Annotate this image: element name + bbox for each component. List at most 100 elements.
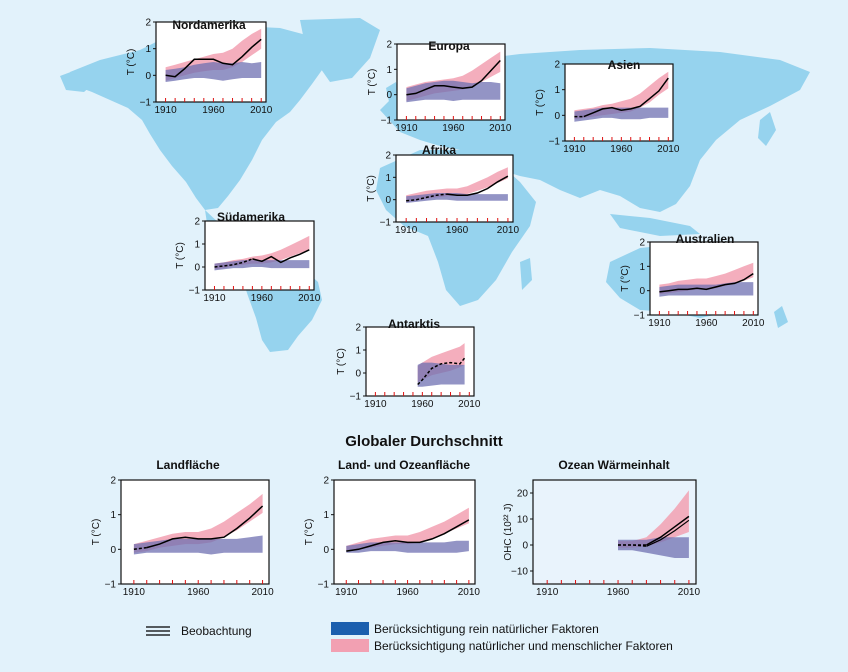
legend-combined-label: Berücksichtigung natürlicher und menschl… — [374, 639, 673, 653]
map-alaska — [60, 64, 100, 92]
chart-title: Asien — [608, 58, 641, 72]
y-tick-label: 0 — [554, 111, 560, 122]
observation-line — [646, 515, 690, 546]
x-tick-label: 1960 — [251, 293, 274, 304]
y-tick-label: 1 — [554, 85, 560, 96]
plot-frame — [564, 63, 674, 142]
chart-land_ozean: 1910 1960 2010 −1 0 1 2 T (°C) Land- und Ozeanfl… — [304, 458, 480, 598]
y-axis-label: T (°C) — [535, 89, 546, 116]
y-tick-label: −1 — [318, 580, 330, 591]
map-greenland — [300, 18, 380, 82]
chart-title: Antarktis — [388, 317, 440, 331]
chart-suedamerika: 1910 1960 2010 −1 0 1 2 T (°C) Südamerika — [175, 210, 321, 304]
y-tick-label: 1 — [323, 510, 329, 521]
y-axis-label: T (°C) — [336, 348, 347, 375]
combined-band — [574, 71, 669, 120]
x-tick-label: 2010 — [657, 144, 680, 155]
plot-frame — [395, 154, 514, 223]
y-tick-label: −1 — [105, 580, 117, 591]
y-tick-label: 2 — [194, 217, 200, 228]
x-tick-label: 1910 — [123, 587, 146, 598]
observation-line — [446, 175, 509, 196]
chart-asien: 1910 1960 2010 −1 0 1 2 T (°C) Asien — [535, 58, 680, 155]
x-tick-label: 1960 — [607, 587, 630, 598]
x-tick-label: 1910 — [648, 318, 671, 329]
plot-frame — [649, 241, 759, 316]
plot-frame — [155, 21, 267, 103]
y-tick-label: 1 — [385, 173, 391, 184]
x-tick-label: 1910 — [364, 399, 387, 410]
y-tick-label: −1 — [549, 137, 561, 148]
y-axis-label: T (°C) — [126, 49, 137, 76]
chart-title: Landfläche — [156, 458, 220, 472]
y-tick-label: 1 — [355, 346, 361, 357]
map-indonesia — [610, 214, 700, 236]
y-tick-label: 1 — [386, 65, 392, 76]
map-north-america — [70, 26, 340, 210]
x-tick-label: 1910 — [536, 587, 559, 598]
x-tick-label: 1960 — [446, 225, 469, 236]
map-japan — [758, 112, 776, 146]
x-tick-label: 2010 — [250, 105, 273, 116]
x-tick-label: 1910 — [154, 105, 177, 116]
observation-line — [146, 505, 264, 549]
x-tick-label: 2010 — [489, 123, 512, 134]
y-tick-label: 2 — [110, 476, 116, 487]
y-tick-label: 0 — [522, 541, 528, 552]
observation-line — [252, 249, 310, 264]
observation-line — [659, 272, 754, 293]
x-tick-label: 2010 — [298, 293, 321, 304]
legend-observation-swatch — [146, 626, 170, 636]
combined-band — [406, 167, 508, 202]
y-tick-label: −1 — [380, 218, 392, 229]
x-tick-label: 1910 — [203, 293, 226, 304]
y-tick-label: 10 — [517, 515, 529, 526]
plot-frame — [333, 479, 476, 585]
y-tick-label: 1 — [110, 510, 116, 521]
y-axis-label: T (°C) — [366, 175, 377, 202]
natural-band — [406, 193, 508, 203]
observation-line — [583, 77, 669, 118]
natural-band — [133, 535, 263, 555]
y-tick-label: 2 — [145, 18, 151, 29]
y-tick-label: 0 — [110, 545, 116, 556]
legend: Beobachtung Berücksichtigung rein natürl… — [146, 622, 673, 653]
natural-band — [406, 80, 501, 103]
y-axis-label: OHC (10²² J) — [503, 503, 514, 560]
chart-title: Südamerika — [217, 210, 285, 224]
y-tick-label: 2 — [386, 40, 392, 51]
x-tick-label: 1960 — [610, 144, 633, 155]
chart-title: Land- und Ozeanfläche — [338, 458, 470, 472]
observation-line — [406, 59, 501, 96]
x-tick-label: 1910 — [563, 144, 586, 155]
plot-frame — [532, 479, 697, 585]
y-tick-label: 0 — [639, 286, 645, 297]
y-tick-label: 2 — [554, 60, 560, 71]
y-tick-label: −1 — [381, 116, 393, 127]
plot-frame — [120, 479, 270, 585]
natural-band — [214, 260, 310, 271]
x-tick-label: 1910 — [395, 123, 418, 134]
y-axis-label: T (°C) — [304, 519, 315, 546]
x-tick-label: 2010 — [742, 318, 765, 329]
y-axis-label: T (°C) — [91, 519, 102, 546]
map-new-zealand — [774, 306, 788, 328]
y-tick-label: 0 — [194, 263, 200, 274]
x-tick-label: 1960 — [396, 587, 419, 598]
y-tick-label: 2 — [639, 238, 645, 249]
x-tick-label: 2010 — [678, 587, 701, 598]
y-tick-label: 1 — [639, 262, 645, 273]
chart-landflaeche: 1910 1960 2010 −1 0 1 2 T (°C) Landfläche — [91, 458, 274, 598]
y-tick-label: 0 — [145, 71, 151, 82]
x-tick-label: 1960 — [202, 105, 225, 116]
observation-line — [346, 519, 470, 552]
chart-australien: 1910 1960 2010 −1 0 1 2 T (°C) Australien — [620, 232, 765, 329]
y-tick-label: 2 — [323, 476, 329, 487]
legend-observation-label: Beobachtung — [181, 624, 252, 638]
y-tick-label: −1 — [189, 286, 201, 297]
chart-nordamerika: 1910 1960 2010 −1 0 1 2 T (°C) Nordamerika — [126, 18, 273, 117]
y-tick-label: 0 — [385, 195, 391, 206]
chart-europa: 1910 1960 2010 −1 0 1 2 T (°C) Europa — [367, 39, 512, 134]
